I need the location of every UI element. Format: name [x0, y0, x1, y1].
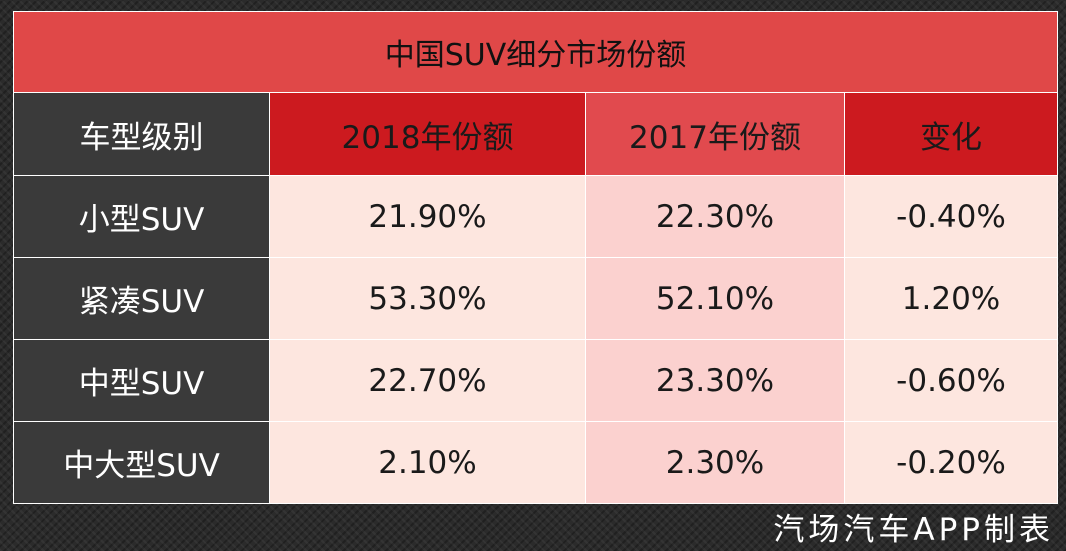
row-category: 中型SUV: [13, 339, 270, 422]
header-category: 车型级别: [13, 92, 270, 176]
cell-2017-share: 22.30%: [585, 175, 845, 258]
cell-change: -0.60%: [843, 339, 1059, 422]
header-change: 变化: [843, 92, 1059, 176]
suv-share-table: 中国SUV细分市场份额 车型级别 2018年份额 2017年份额 变化 小型SU…: [12, 11, 1059, 504]
cell-change: 1.20%: [843, 257, 1059, 340]
row-category: 紧凑SUV: [13, 257, 270, 340]
cell-2017-share: 52.10%: [585, 257, 845, 340]
header-2017-share: 2017年份额: [585, 92, 845, 176]
table-row: 中型SUV 22.70% 23.30% -0.60%: [13, 339, 1059, 422]
table-row: 紧凑SUV 53.30% 52.10% 1.20%: [13, 257, 1059, 340]
share-table-container: 中国SUV细分市场份额 车型级别 2018年份额 2017年份额 变化 小型SU…: [12, 11, 1059, 504]
table-row: 中大型SUV 2.10% 2.30% -0.20%: [13, 421, 1059, 504]
table-row: 小型SUV 21.90% 22.30% -0.40%: [13, 175, 1059, 258]
cell-2018-share: 22.70%: [269, 339, 586, 422]
row-category: 小型SUV: [13, 175, 270, 258]
cell-change: -0.40%: [843, 175, 1059, 258]
cell-change: -0.20%: [843, 421, 1059, 504]
header-row: 车型级别 2018年份额 2017年份额 变化: [13, 92, 1059, 176]
title-row: 中国SUV细分市场份额: [12, 11, 1059, 93]
source-watermark: 汽场汽车APP制表: [773, 512, 1054, 548]
cell-2017-share: 2.30%: [585, 421, 845, 504]
cell-2017-share: 23.30%: [585, 339, 845, 422]
table-title: 中国SUV细分市场份额: [12, 11, 1059, 93]
cell-2018-share: 21.90%: [269, 175, 586, 258]
cell-2018-share: 2.10%: [269, 421, 586, 504]
header-2018-share: 2018年份额: [269, 92, 586, 176]
row-category: 中大型SUV: [13, 421, 270, 504]
cell-2018-share: 53.30%: [269, 257, 586, 340]
